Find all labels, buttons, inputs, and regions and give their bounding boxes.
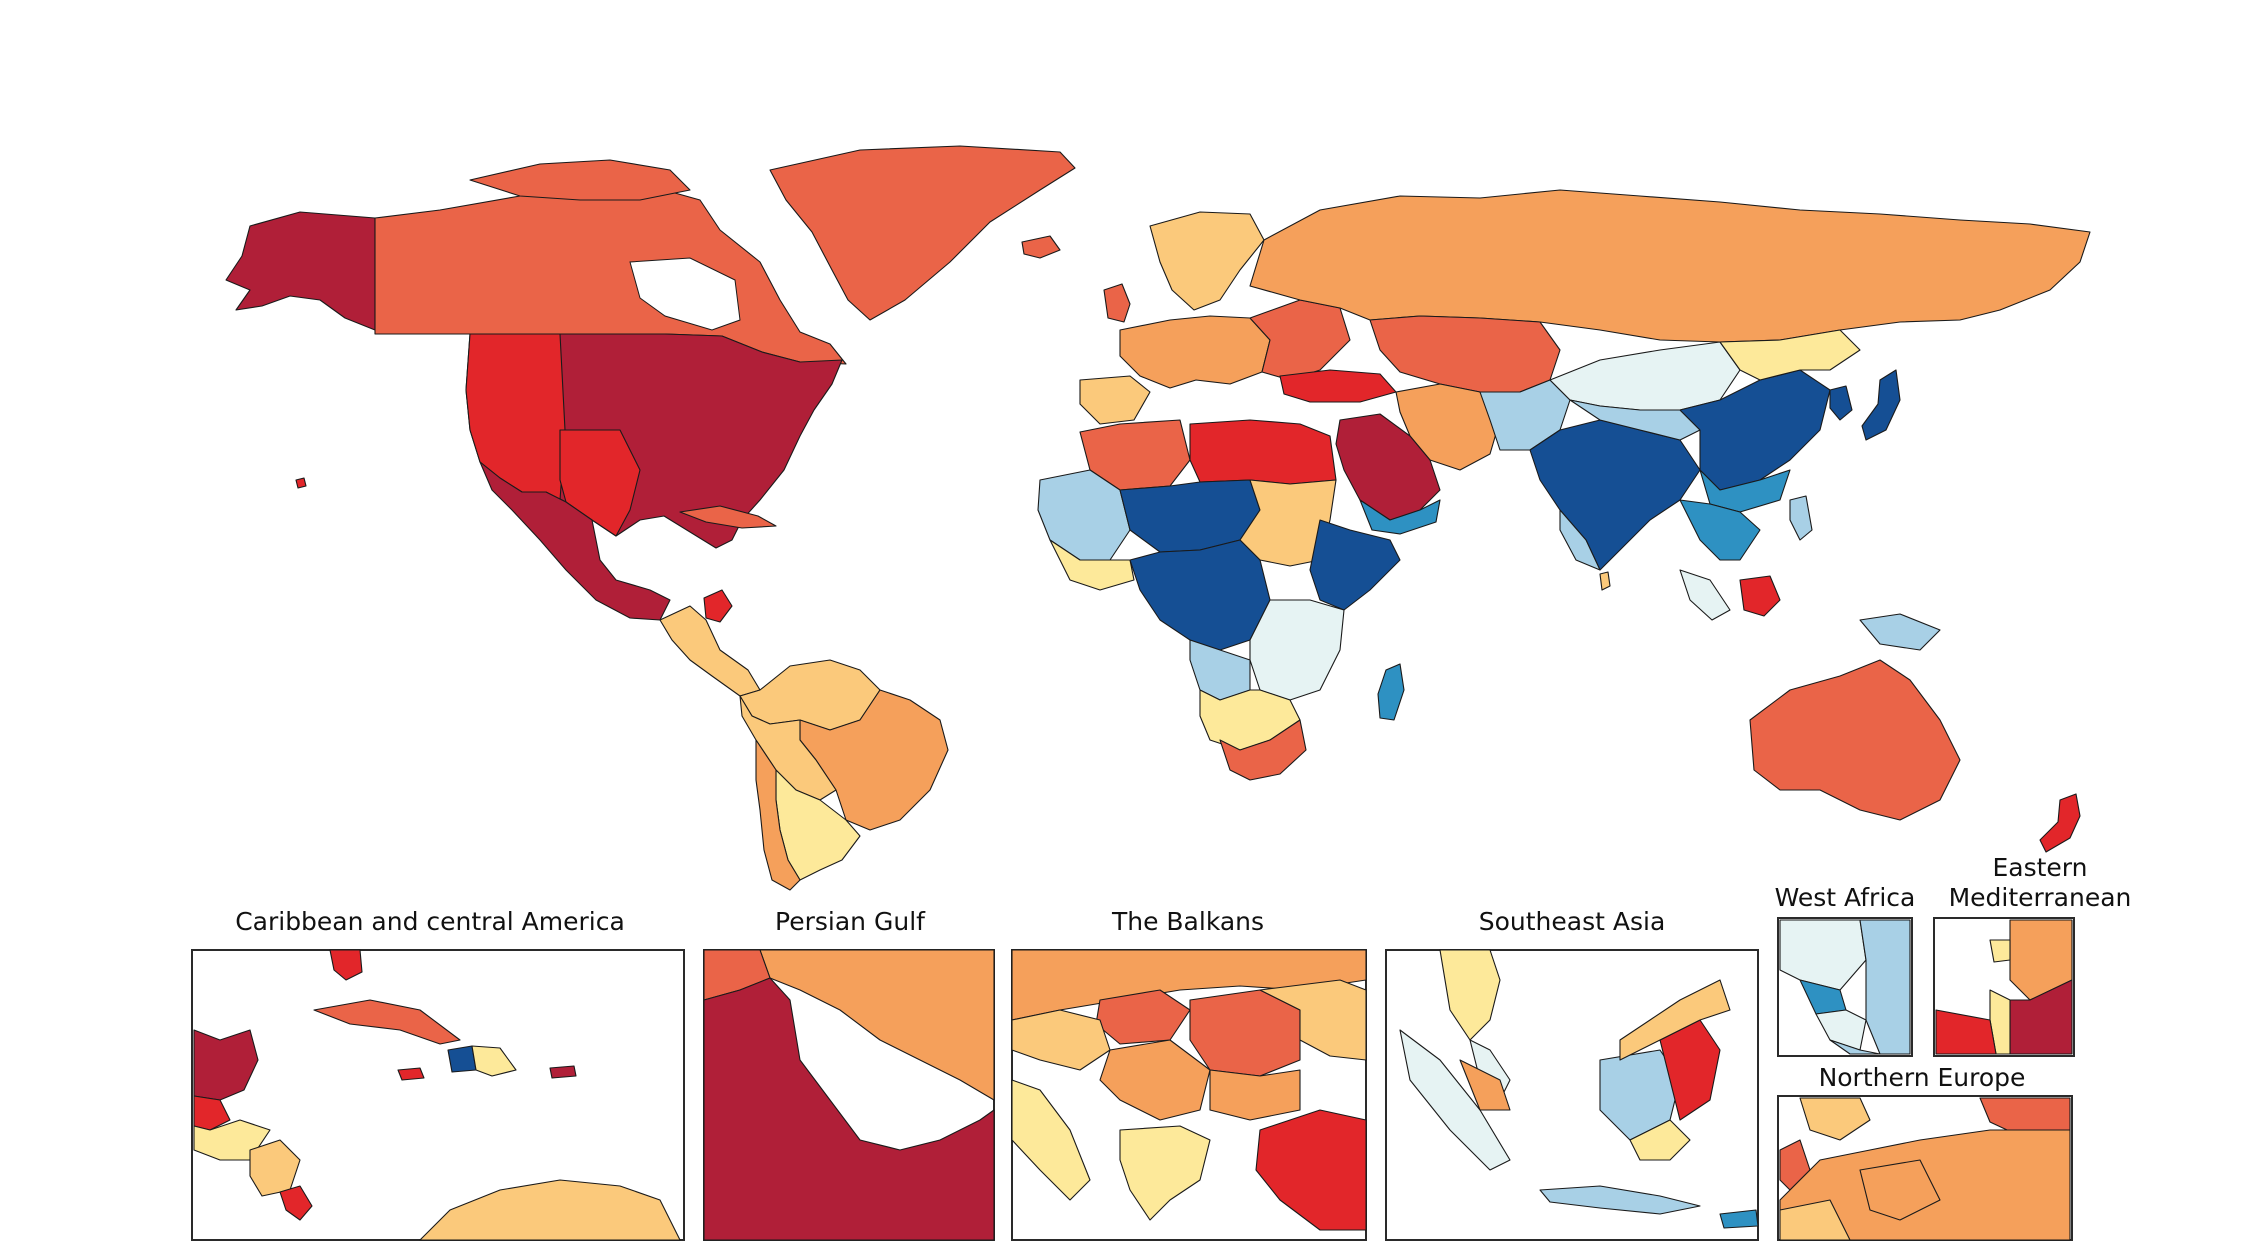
region-south-india	[1559, 509, 1601, 571]
region-cuba	[679, 505, 777, 529]
region-inset-bulgaria	[1209, 1069, 1301, 1121]
region-inset-sumatra-north	[1459, 1059, 1511, 1111]
region-turkey	[1279, 369, 1397, 403]
region-central-africa	[1129, 539, 1271, 651]
region-inset-haiti	[447, 1045, 477, 1073]
region-uk	[1103, 283, 1131, 323]
region-western-europe	[1119, 315, 1271, 389]
region-coastal-west-africa	[1049, 539, 1135, 591]
region-inset-france	[1779, 1199, 1851, 1241]
region-indonesia-borneo	[1739, 575, 1781, 617]
inset-title-caribbean: Caribbean and central America	[235, 907, 625, 936]
region-usa-west	[465, 333, 566, 501]
region-inset-ukraine-moldova	[1259, 979, 1367, 1061]
region-inset-bali-nusa	[1719, 1209, 1759, 1229]
inset-title-eastern-med-1: Eastern	[1992, 853, 2087, 882]
main-world-map	[225, 145, 2091, 891]
region-japan	[1861, 369, 1901, 441]
region-india	[1529, 419, 1701, 571]
region-indonesia-sumatra	[1679, 569, 1731, 621]
inset-title-persian-gulf: Persian Gulf	[775, 907, 926, 936]
region-inset-egypt-sinai	[1935, 1009, 1997, 1055]
region-inset-italy	[1011, 1079, 1091, 1201]
inset-title-west-africa: West Africa	[1775, 883, 1916, 912]
inset-title-eastern-med-2: Mediterranean	[1949, 883, 2132, 912]
region-china-east	[1679, 369, 1831, 491]
region-inset-romania	[1189, 989, 1301, 1077]
region-inset-arabia	[703, 977, 995, 1241]
region-mainland-southeast-asia	[1679, 499, 1761, 561]
region-sri-lanka	[1599, 571, 1611, 591]
region-sudan	[1239, 479, 1337, 567]
region-inset-lebanon	[1989, 939, 2011, 963]
region-inset-thailand	[1439, 949, 1501, 1041]
region-chile	[755, 739, 801, 891]
region-inset-java	[1539, 1185, 1701, 1215]
region-inset-jamaica	[397, 1067, 425, 1081]
region-iceland	[1021, 235, 1061, 259]
region-alaska	[225, 211, 376, 331]
region-mongolia	[1719, 329, 1861, 381]
region-new-guinea	[1859, 613, 1941, 651]
inset-persian-gulf: Persian Gulf	[703, 907, 995, 1241]
inset-title-southeast-asia: Southeast Asia	[1479, 907, 1666, 936]
region-inset-greece	[1119, 1125, 1211, 1221]
region-inset-south-america-north	[419, 1179, 681, 1241]
inset-southeast-asia: Southeast Asia	[1385, 907, 1759, 1241]
region-yemen-oman	[1359, 499, 1441, 535]
region-australia	[1749, 659, 1961, 821]
region-china-west	[1549, 341, 1741, 411]
region-inset-iran	[759, 949, 995, 1101]
region-mexico	[479, 461, 671, 621]
region-iran	[1395, 383, 1501, 471]
inset-title-northern-europe: Northern Europe	[1819, 1063, 2026, 1092]
region-inset-turkey	[1255, 1109, 1367, 1231]
region-new-zealand	[2039, 793, 2081, 853]
inset-northern-europe: Northern Europe	[1777, 1063, 2073, 1241]
region-inset-croatia-slovenia	[1011, 1009, 1111, 1071]
region-korea	[1829, 385, 1853, 421]
region-inset-serbia-bosnia	[1099, 1039, 1211, 1121]
region-inset-cuba	[313, 999, 461, 1045]
region-inset-sierra-leone	[1829, 1039, 1881, 1055]
region-philippines	[1789, 495, 1813, 541]
region-inset-sumatra	[1399, 1029, 1511, 1171]
inset-eastern-med: Eastern Mediterranean	[1933, 853, 2132, 1057]
region-arctic-islands	[469, 159, 691, 201]
inset-west-africa: West Africa	[1775, 883, 1916, 1057]
region-inset-scandinavia	[1799, 1097, 1871, 1141]
region-libya-egypt	[1189, 419, 1337, 485]
region-kazakhstan	[1369, 315, 1561, 393]
region-iberia	[1079, 375, 1151, 425]
region-hawaii	[295, 477, 307, 489]
region-greenland	[769, 145, 1076, 321]
inset-caribbean: Caribbean and central America	[191, 907, 685, 1241]
region-inset-israel	[1989, 989, 2011, 1055]
region-scandinavia	[1149, 211, 1265, 311]
region-inset-germany	[1859, 1159, 1941, 1221]
inset-title-balkans: The Balkans	[1111, 907, 1264, 936]
region-inset-sarawak	[1619, 979, 1731, 1061]
region-horn-of-africa	[1309, 519, 1401, 611]
region-inset-puerto-rico	[549, 1065, 577, 1079]
region-hudson-bay-water	[629, 257, 741, 331]
region-inset-florida-tip	[329, 949, 363, 981]
inset-balkans: The Balkans	[1011, 907, 1367, 1241]
region-inset-costa-rica	[279, 1185, 313, 1221]
region-madagascar	[1377, 663, 1405, 721]
region-inset-guatemala	[193, 1095, 231, 1131]
region-east-africa	[1249, 599, 1345, 701]
region-inset-guinea	[1815, 1009, 1867, 1051]
region-ecuador	[703, 589, 733, 623]
region-inset-dominican-republic	[471, 1045, 517, 1077]
region-south-africa	[1219, 719, 1307, 781]
region-inset-borneo-south	[1629, 1119, 1691, 1161]
region-usa-texas	[559, 429, 641, 537]
